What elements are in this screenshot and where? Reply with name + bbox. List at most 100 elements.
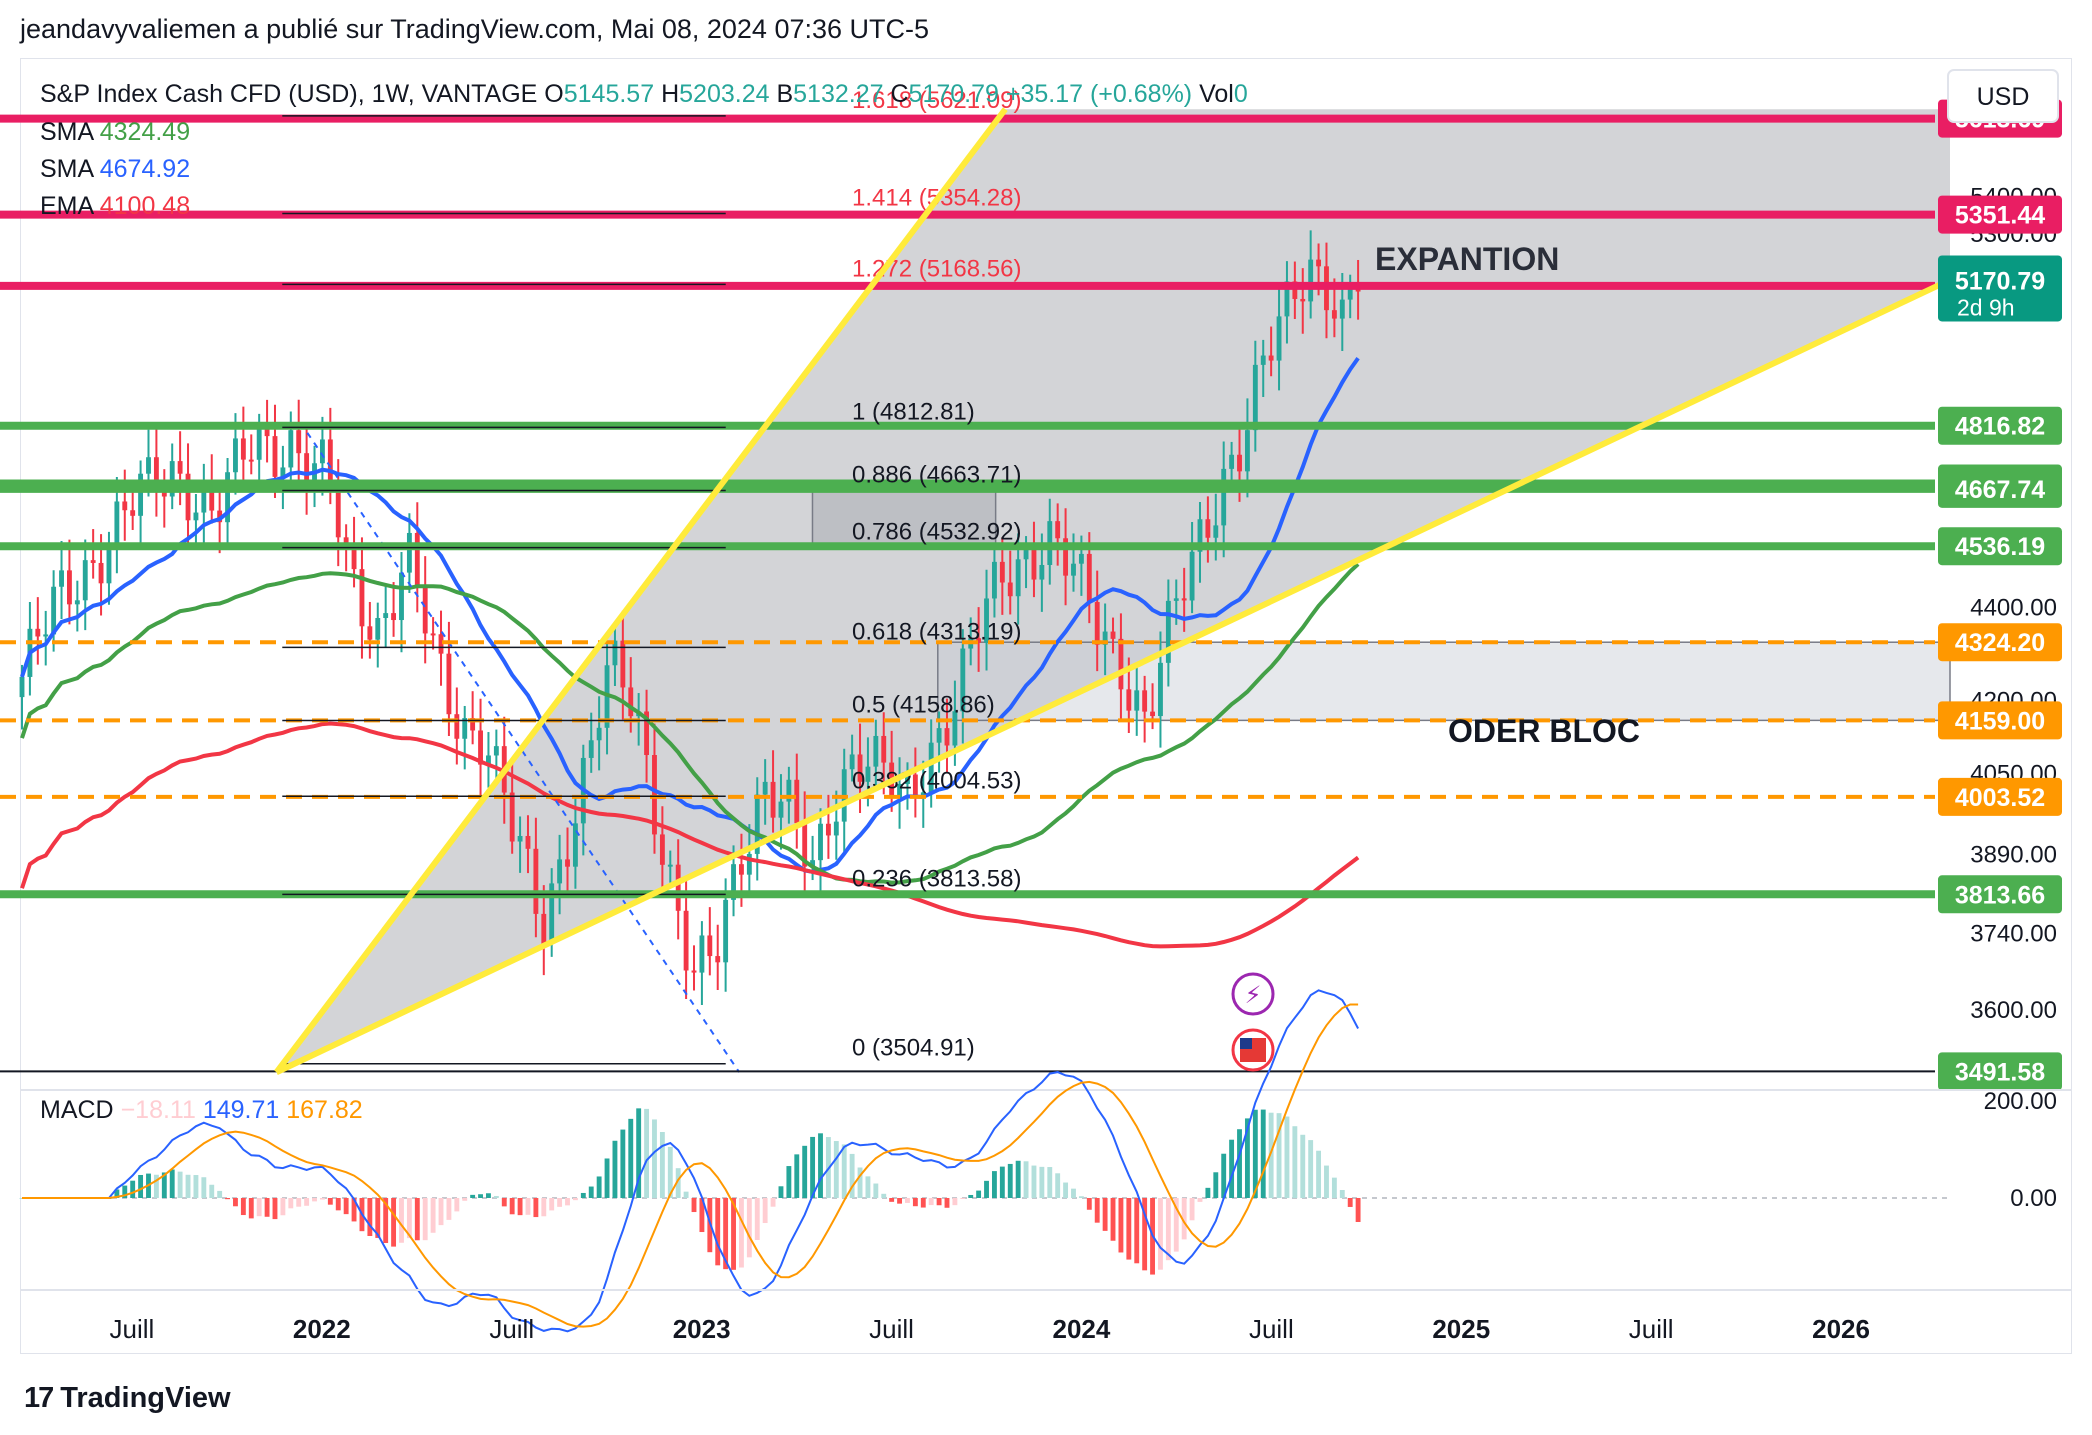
candle-body: [59, 570, 64, 587]
level-price-tag: 4536.19: [1938, 527, 2062, 566]
candle-body: [723, 899, 729, 963]
candle-body: [288, 430, 294, 468]
macd-hist-bar: [1355, 1198, 1361, 1222]
macd-hist-bar: [588, 1186, 594, 1198]
macd-line: [22, 989, 1359, 1333]
macd-hist-bar: [1181, 1198, 1187, 1240]
macd-hist-bar: [1102, 1198, 1108, 1231]
macd-hist-bar: [422, 1198, 428, 1241]
macd-hist-bar: [612, 1140, 618, 1198]
level-price-tag: 4003.52: [1938, 777, 2062, 816]
macd-hist-bar: [161, 1172, 167, 1198]
legend-low: 5132.27: [793, 80, 890, 108]
macd-hist-bar: [1292, 1126, 1298, 1198]
macd-hist-bar: [114, 1189, 120, 1198]
macd-hist-bar: [1110, 1198, 1116, 1241]
candle-body: [517, 835, 523, 842]
candle-body: [1268, 355, 1274, 361]
candle-body: [1173, 598, 1179, 601]
candle-body: [818, 823, 823, 861]
candle-body: [343, 537, 349, 543]
candle-body: [493, 746, 499, 756]
macd-hist-bar: [936, 1198, 942, 1206]
candle-body: [248, 459, 254, 462]
candle-body: [912, 774, 918, 796]
candle-body: [802, 823, 808, 867]
candle-body: [976, 638, 982, 643]
candle-body: [746, 853, 752, 875]
candle-body: [588, 740, 594, 758]
fib-label: 0.786 (4532.92): [852, 519, 1021, 546]
candle-body: [209, 485, 215, 511]
candle-body: [169, 461, 175, 497]
level-tag-bg: [1938, 406, 2062, 445]
legend-indicator: EMA 4100.48: [40, 192, 190, 220]
macd-legend-name: MACD: [40, 1096, 121, 1124]
macd-hist-bar: [280, 1198, 286, 1216]
candle-body: [256, 428, 262, 460]
candle-body: [177, 461, 183, 474]
candle-body: [1150, 711, 1155, 717]
macd-hist-bar: [715, 1198, 721, 1266]
main-pane: 1.618 (5621.09)1.414 (5354.28)1.272 (516…: [0, 87, 1952, 1075]
macd-hist-bar: [580, 1192, 586, 1198]
macd-hist-bar: [746, 1198, 752, 1258]
candle-body: [1276, 316, 1282, 361]
x-tick-label: Juill: [1249, 1314, 1294, 1344]
last-price-value: 5170.79: [1955, 267, 2045, 295]
legend-indicator-name: SMA: [40, 118, 100, 146]
macd-hist-bar: [399, 1198, 404, 1243]
candle-body: [810, 860, 816, 867]
macd-hist-bar: [209, 1184, 215, 1198]
macd-hist-bar: [1055, 1173, 1061, 1198]
macd-hist-bar: [1284, 1116, 1290, 1198]
legend-indicator: SMA 4674.92: [40, 155, 190, 183]
macd-hist-bar: [849, 1153, 855, 1198]
macd-hist-bar: [1339, 1189, 1345, 1198]
macd-hist-bar: [881, 1193, 887, 1198]
candle-body: [391, 613, 397, 621]
candle-body: [533, 848, 539, 914]
macd-hist-bar: [367, 1198, 373, 1237]
macd-hist-bar: [304, 1198, 310, 1206]
macd-hist-bar: [414, 1198, 420, 1241]
level-price-tag: 4816.82: [1938, 406, 2062, 445]
level-tag-label: 4816.82: [1955, 413, 2045, 441]
publish-header: jeandavyvaliemen a publié sur TradingVie…: [20, 14, 930, 44]
candle-body: [881, 735, 887, 763]
level-tag-bg: [1938, 701, 2062, 740]
level-tag-bg: [1938, 777, 2062, 816]
macd-hist-bar: [1308, 1140, 1314, 1198]
macd-hist-bar: [1213, 1172, 1219, 1198]
tradingview-logo[interactable]: 17 TradingView: [24, 1382, 231, 1415]
candle-body: [1347, 287, 1353, 300]
macd-hist-bar: [438, 1198, 444, 1226]
legend: S&P Index Cash CFD (USD), 1W, VANTAGE O5…: [40, 80, 1248, 220]
candle-body: [35, 628, 41, 637]
macd-tick-label: 200.00: [1984, 1088, 2057, 1115]
legend-vol-label: Vol: [1199, 80, 1234, 108]
last-price-bg: [1938, 255, 2062, 322]
macd-hist-bar: [659, 1132, 665, 1198]
macd-hist-bar: [667, 1146, 673, 1198]
level-price-tag: 4324.20: [1938, 623, 2062, 662]
currency-button[interactable]: USD: [1947, 69, 2059, 123]
macd-hist-bar: [675, 1168, 681, 1198]
macd-hist-bar: [928, 1198, 934, 1206]
legend-indicator-value: 4324.49: [100, 118, 190, 146]
macd-hist-bar: [1015, 1160, 1021, 1198]
candle-body: [833, 821, 839, 836]
candle-body: [130, 510, 136, 516]
legend-indicator: SMA 4324.49: [40, 118, 190, 146]
macd-hist-bar: [501, 1198, 507, 1207]
macd-hist-bar: [1173, 1198, 1179, 1252]
candle-body: [984, 598, 989, 643]
level-tag-bg: [1938, 875, 2062, 914]
candle-body: [1213, 525, 1219, 538]
candle-body: [928, 742, 934, 793]
lightning-glyph-icon: ⚡: [1245, 981, 1262, 1009]
macd-hist-bar: [723, 1198, 729, 1270]
macd-hist-bar: [185, 1174, 191, 1198]
